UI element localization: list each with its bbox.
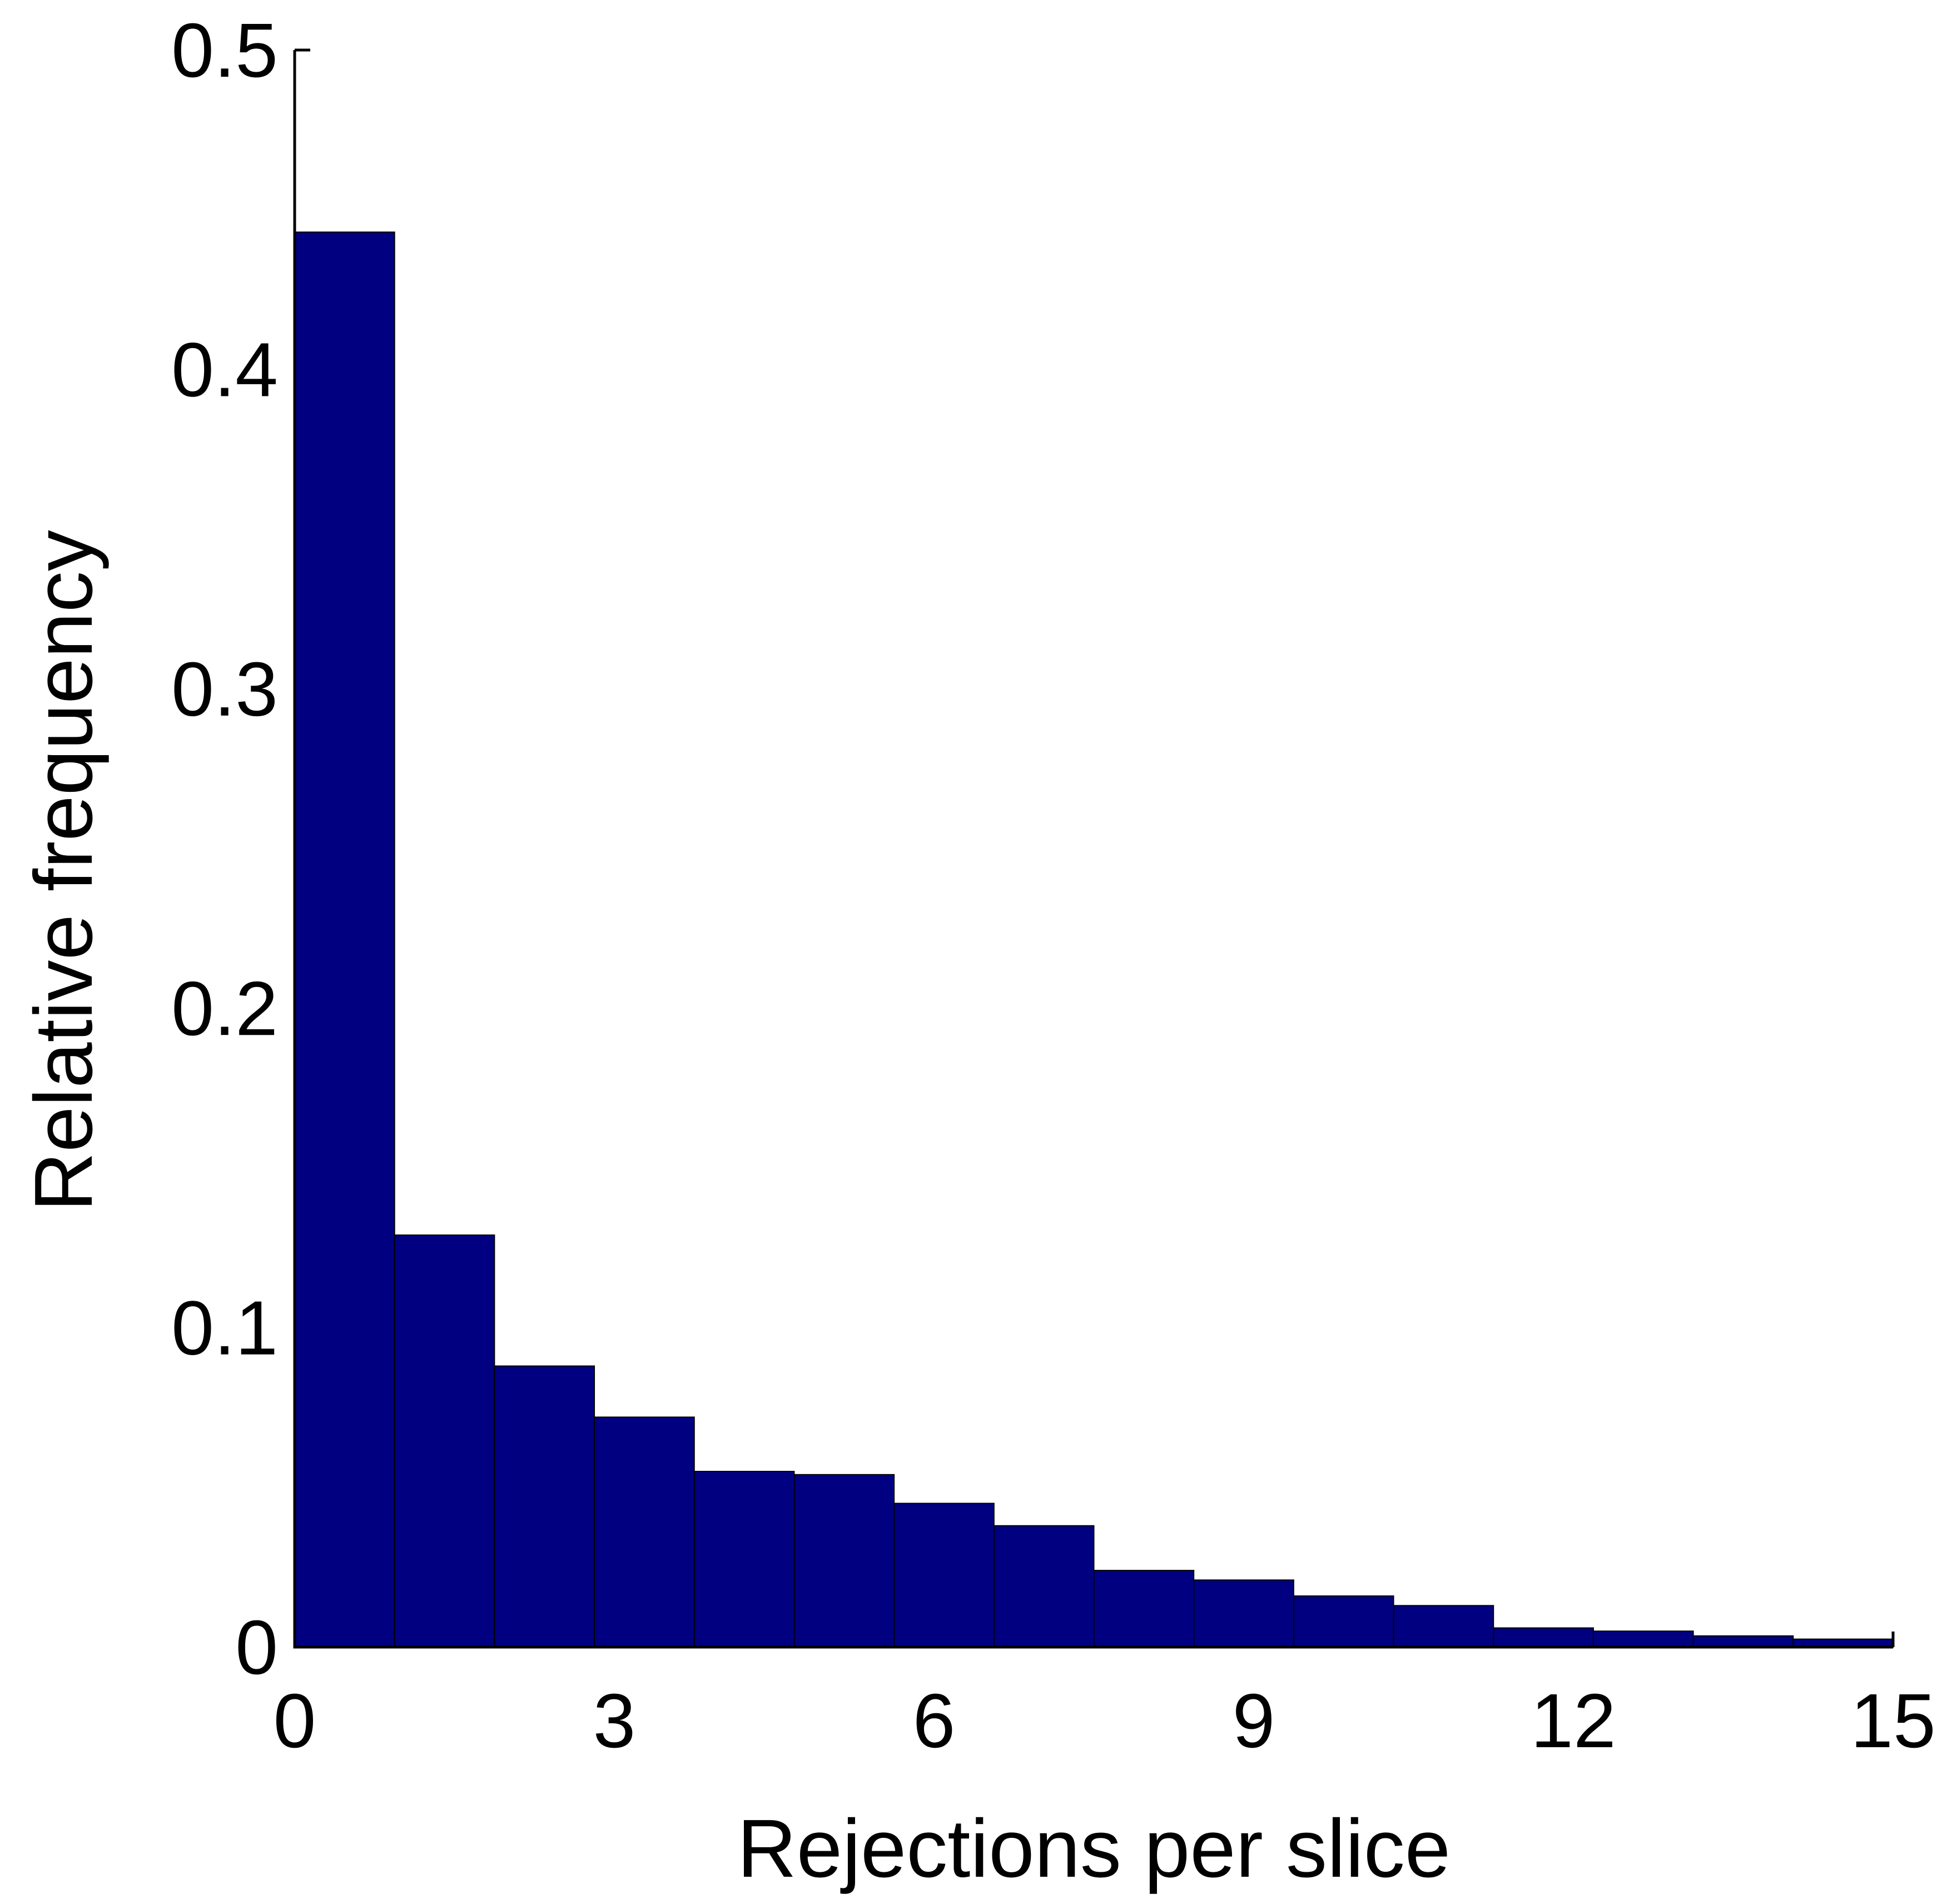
histogram-bar-4 [693,1471,795,1648]
y-tick-label-0: 0 [235,1605,278,1690]
bars-group [294,231,1894,1648]
x-tick-label-0: 0 [274,1678,316,1764]
y-ticks-group: 0 0.1 0.2 0.3 0.4 0.5 [171,8,278,1690]
y-tick-label-2: 0.2 [171,966,278,1052]
histogram-bar-0 [294,231,395,1648]
histogram-bar-3 [594,1416,695,1648]
y-tick-label-4: 0.4 [171,327,278,413]
x-tick-label-2: 6 [913,1678,956,1764]
y-tick-label-1: 0.1 [171,1286,278,1371]
x-axis-label: Rejections per slice [737,1803,1451,1895]
histogram-bar-5 [793,1474,895,1648]
y-axis-label: Relative frequency [18,530,110,1212]
histogram-bar-8 [1093,1570,1195,1648]
x-tick-label-1: 3 [593,1678,636,1764]
y-tick-label-3: 0.3 [171,647,278,732]
axes-frame [293,48,1895,1649]
y-tick-label-5: 0.5 [171,8,278,93]
histogram-bar-6 [893,1503,995,1648]
histogram-bar-12 [1493,1627,1594,1648]
x-ticks-group: 0 3 6 9 12 15 [274,1678,1936,1764]
histogram-bar-13 [1592,1630,1694,1648]
histogram-bar-2 [494,1365,595,1648]
histogram-bar-7 [993,1525,1095,1648]
histogram-bar-9 [1193,1579,1294,1648]
histogram-bar-10 [1293,1595,1394,1648]
histogram-bar-14 [1692,1635,1794,1648]
histogram-bar-1 [394,1234,495,1648]
x-tick-label-4: 12 [1531,1678,1616,1764]
x-tick-label-5: 15 [1850,1678,1936,1764]
histogram-bar-11 [1393,1605,1494,1648]
x-tick-label-3: 9 [1233,1678,1275,1764]
